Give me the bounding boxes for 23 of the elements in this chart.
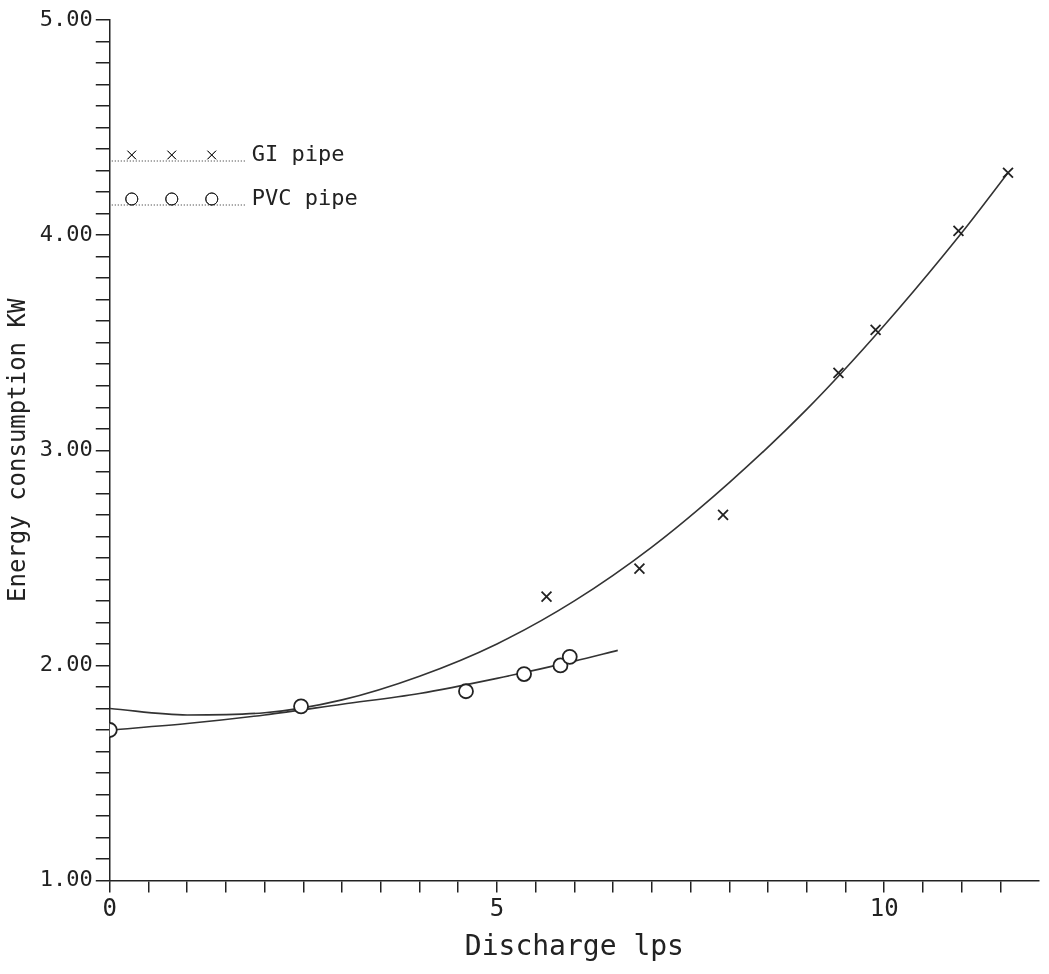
y-tick-label: 4.00 [39,220,93,246]
point [1002,166,1014,179]
y-axis-title: Energy consumption KW [2,298,31,603]
point [516,666,532,682]
y-tick-label: 3.00 [39,436,93,462]
x-tick-label: 5 [489,894,505,923]
y-tick-label: 5.00 [39,5,93,31]
legend-label: PVC pipe [251,184,358,210]
point [832,367,845,379]
point [561,648,578,665]
legend-label: GI pipe [251,140,345,166]
x-axis-title: Discharge lps [464,929,684,963]
point [293,698,309,715]
x-tick-label: 0 [102,894,118,923]
point [869,323,882,336]
x-tick-label: 10 [869,894,899,923]
point [540,590,553,603]
y-tick-label: 2.00 [39,651,93,677]
point [717,509,729,521]
point [458,683,474,700]
point [952,225,965,237]
y-tick-label: 1.00 [39,866,93,892]
point [633,562,646,575]
